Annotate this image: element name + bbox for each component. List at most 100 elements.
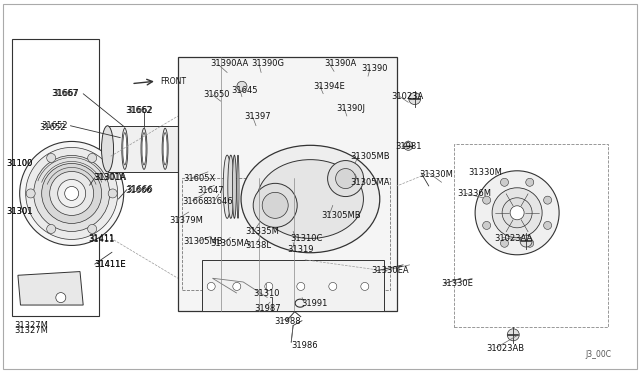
Text: 31310: 31310: [253, 289, 280, 298]
Ellipse shape: [232, 155, 236, 218]
Text: 31301A: 31301A: [95, 173, 127, 182]
Text: 31645: 31645: [232, 86, 258, 94]
Text: 31330EA: 31330EA: [371, 266, 409, 275]
Circle shape: [47, 224, 56, 234]
Ellipse shape: [228, 155, 234, 218]
Text: 31319: 31319: [287, 245, 314, 254]
Circle shape: [26, 189, 35, 198]
Text: 31662: 31662: [125, 106, 152, 115]
Text: 31305MA: 31305MA: [351, 178, 390, 187]
Ellipse shape: [162, 128, 168, 169]
Circle shape: [510, 206, 524, 220]
Bar: [108, 126, 243, 172]
Text: 31666: 31666: [127, 185, 154, 194]
Text: 31023AB: 31023AB: [486, 344, 525, 353]
Text: 31650: 31650: [204, 90, 230, 99]
Text: 31411E: 31411E: [95, 260, 126, 269]
Text: 31390G: 31390G: [251, 60, 284, 68]
Text: 31301A: 31301A: [93, 173, 125, 182]
Circle shape: [525, 178, 534, 186]
Text: FRONT: FRONT: [160, 77, 186, 86]
Text: 31668: 31668: [182, 197, 209, 206]
Text: 31100: 31100: [6, 159, 33, 168]
Circle shape: [409, 93, 420, 105]
Ellipse shape: [237, 155, 239, 218]
Text: 31330M: 31330M: [468, 169, 502, 177]
Text: 31667: 31667: [52, 89, 79, 97]
Circle shape: [262, 192, 288, 218]
Text: 31305MA: 31305MA: [210, 239, 250, 248]
Circle shape: [500, 239, 509, 247]
Ellipse shape: [123, 133, 127, 165]
Text: 31330M: 31330M: [419, 170, 453, 179]
Circle shape: [297, 282, 305, 291]
Text: 31390: 31390: [362, 64, 388, 73]
Circle shape: [483, 196, 491, 204]
Circle shape: [34, 155, 109, 231]
Circle shape: [483, 221, 491, 230]
Text: 31652: 31652: [42, 121, 68, 130]
Circle shape: [88, 224, 97, 234]
Text: 31666: 31666: [125, 186, 152, 195]
Text: 31335M: 31335M: [246, 227, 280, 236]
Text: 31986: 31986: [291, 341, 318, 350]
Circle shape: [237, 81, 247, 91]
Text: 3138L: 3138L: [246, 241, 272, 250]
Text: 31301: 31301: [6, 207, 33, 216]
Text: 31991: 31991: [301, 299, 327, 308]
Text: 31023AA: 31023AA: [494, 234, 532, 243]
Text: 31390AA: 31390AA: [210, 60, 248, 68]
Text: 31100: 31100: [6, 159, 33, 168]
Circle shape: [233, 282, 241, 291]
Circle shape: [20, 141, 124, 246]
Text: 31647: 31647: [197, 186, 224, 195]
Text: 31305MB: 31305MB: [321, 211, 361, 219]
Ellipse shape: [141, 128, 147, 169]
Text: 31327M: 31327M: [14, 321, 48, 330]
Circle shape: [492, 188, 542, 238]
Ellipse shape: [102, 126, 113, 172]
Text: 31411: 31411: [88, 234, 115, 243]
Text: J3_00C: J3_00C: [585, 350, 611, 359]
Text: 31310C: 31310C: [290, 234, 323, 243]
Bar: [178, 57, 397, 311]
Text: 31981: 31981: [396, 142, 422, 151]
Circle shape: [508, 329, 519, 341]
Circle shape: [50, 171, 93, 215]
Text: 31023A: 31023A: [392, 92, 424, 101]
Circle shape: [58, 179, 86, 208]
Circle shape: [253, 183, 297, 227]
Circle shape: [328, 161, 364, 196]
Circle shape: [65, 186, 79, 201]
Text: 31646: 31646: [206, 197, 233, 206]
Text: 31390A: 31390A: [324, 59, 356, 68]
Text: 31397: 31397: [244, 112, 271, 121]
Circle shape: [543, 196, 552, 204]
Text: 31390J: 31390J: [336, 104, 365, 113]
Polygon shape: [18, 272, 83, 305]
Bar: [12, 39, 99, 316]
Ellipse shape: [208, 133, 214, 165]
Text: 31411: 31411: [88, 235, 115, 244]
Circle shape: [26, 147, 118, 240]
Text: 31305MB: 31305MB: [183, 237, 223, 246]
Text: 31301: 31301: [6, 207, 33, 216]
Text: 31330E: 31330E: [442, 279, 474, 288]
Text: 31605X: 31605X: [183, 174, 215, 183]
Circle shape: [361, 282, 369, 291]
Text: 31667: 31667: [51, 89, 78, 98]
Text: 31336M: 31336M: [458, 189, 492, 198]
Text: 31411E: 31411E: [95, 260, 126, 269]
Ellipse shape: [142, 133, 146, 165]
Circle shape: [265, 282, 273, 291]
Circle shape: [520, 235, 532, 247]
Circle shape: [47, 153, 56, 163]
Circle shape: [475, 171, 559, 255]
Circle shape: [108, 189, 117, 198]
Circle shape: [404, 141, 413, 150]
Ellipse shape: [241, 145, 380, 253]
Text: 31652: 31652: [40, 123, 66, 132]
Circle shape: [88, 153, 97, 163]
Ellipse shape: [223, 155, 231, 218]
Text: 31662: 31662: [127, 106, 154, 115]
